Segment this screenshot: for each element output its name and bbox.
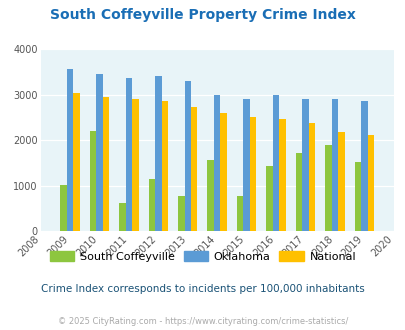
- Text: South Coffeyville Property Crime Index: South Coffeyville Property Crime Index: [50, 8, 355, 22]
- Bar: [90, 131, 96, 231]
- Legend: South Coffeyville, Oklahoma, National: South Coffeyville, Oklahoma, National: [45, 247, 360, 266]
- Bar: [302, 99, 308, 231]
- Bar: [126, 78, 132, 231]
- Bar: [266, 166, 272, 231]
- Bar: [119, 203, 126, 231]
- Bar: [155, 76, 161, 231]
- Bar: [249, 117, 256, 231]
- Bar: [243, 99, 249, 231]
- Bar: [190, 107, 197, 231]
- Text: © 2025 CityRating.com - https://www.cityrating.com/crime-statistics/: © 2025 CityRating.com - https://www.city…: [58, 317, 347, 326]
- Bar: [360, 101, 367, 231]
- Bar: [132, 98, 138, 231]
- Bar: [308, 122, 314, 231]
- Bar: [354, 162, 360, 231]
- Bar: [161, 101, 168, 231]
- Bar: [207, 160, 213, 231]
- Bar: [324, 145, 331, 231]
- Bar: [272, 95, 279, 231]
- Bar: [178, 196, 184, 231]
- Bar: [60, 185, 67, 231]
- Bar: [148, 179, 155, 231]
- Bar: [295, 153, 302, 231]
- Bar: [337, 132, 344, 231]
- Bar: [213, 95, 220, 231]
- Bar: [367, 135, 373, 231]
- Text: Crime Index corresponds to incidents per 100,000 inhabitants: Crime Index corresponds to incidents per…: [41, 284, 364, 294]
- Bar: [102, 97, 109, 231]
- Bar: [184, 81, 190, 231]
- Bar: [331, 99, 337, 231]
- Bar: [279, 119, 285, 231]
- Bar: [220, 113, 226, 231]
- Bar: [67, 69, 73, 231]
- Bar: [96, 75, 102, 231]
- Bar: [73, 93, 79, 231]
- Bar: [237, 196, 243, 231]
